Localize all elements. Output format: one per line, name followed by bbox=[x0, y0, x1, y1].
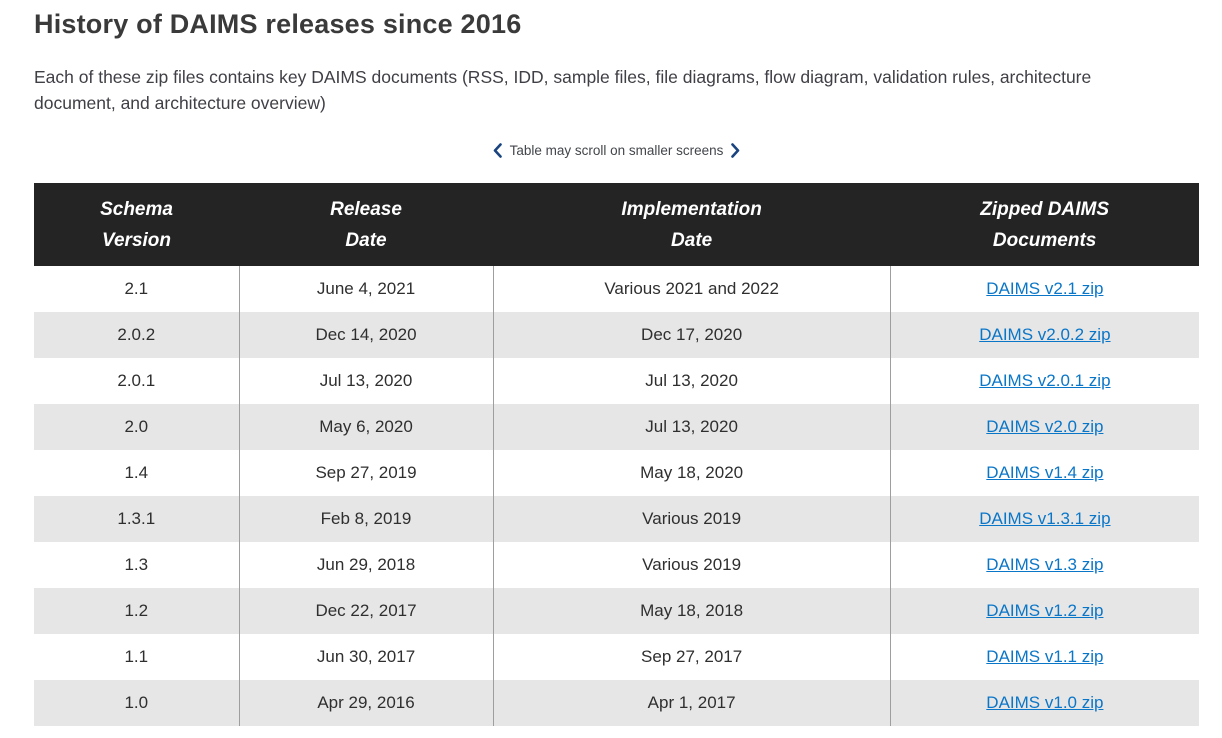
schema-version-cell: 2.0 bbox=[34, 404, 240, 450]
scroll-hint: Table may scroll on smaller screens bbox=[34, 143, 1199, 158]
zip-link[interactable]: DAIMS v2.0 zip bbox=[986, 417, 1104, 436]
release-date-cell: Jul 13, 2020 bbox=[238, 358, 493, 404]
release-date-cell: Dec 22, 2017 bbox=[238, 588, 493, 634]
table-row: 1.3.1 Feb 8, 2019 Various 2019 DAIMS v1.… bbox=[34, 496, 1199, 542]
zip-link[interactable]: DAIMS v2.0.2 zip bbox=[979, 325, 1111, 344]
releases-table: Schema Version Release Date Implementati… bbox=[34, 183, 1199, 726]
chevron-left-icon bbox=[493, 143, 502, 158]
table-row: 2.0.1 Jul 13, 2020 Jul 13, 2020 DAIMS v2… bbox=[34, 358, 1199, 404]
col-header-implementation-date: Implementation Date bbox=[493, 183, 891, 266]
table-row: 1.0 Apr 29, 2016 Apr 1, 2017 DAIMS v1.0 … bbox=[34, 680, 1199, 726]
implementation-date-cell: Various 2019 bbox=[492, 496, 891, 542]
zip-cell: DAIMS v2.1 zip bbox=[889, 266, 1199, 312]
zip-cell: DAIMS v1.3 zip bbox=[889, 542, 1199, 588]
table-row: 1.4 Sep 27, 2019 May 18, 2020 DAIMS v1.4… bbox=[34, 450, 1199, 496]
zip-cell: DAIMS v1.4 zip bbox=[889, 450, 1199, 496]
intro-text: Each of these zip files contains key DAI… bbox=[34, 67, 1092, 113]
zip-link[interactable]: DAIMS v1.4 zip bbox=[986, 463, 1104, 482]
schema-version-cell: 1.0 bbox=[34, 680, 240, 726]
implementation-date-cell: May 18, 2020 bbox=[492, 450, 891, 496]
schema-version-cell: 1.1 bbox=[34, 634, 240, 680]
release-date-cell: Sep 27, 2019 bbox=[238, 450, 493, 496]
zip-link[interactable]: DAIMS v1.3 zip bbox=[986, 555, 1104, 574]
table-row: 1.3 Jun 29, 2018 Various 2019 DAIMS v1.3… bbox=[34, 542, 1199, 588]
table-container: Table may scroll on smaller screens Sche… bbox=[34, 143, 1199, 726]
release-date-cell: May 6, 2020 bbox=[238, 404, 493, 450]
schema-version-cell: 2.1 bbox=[34, 266, 240, 312]
implementation-date-cell: Various 2019 bbox=[492, 542, 891, 588]
col-header-schema-version: Schema Version bbox=[34, 183, 240, 266]
page-title: History of DAIMS releases since 2016 bbox=[34, 9, 522, 39]
release-date-cell: Apr 29, 2016 bbox=[238, 680, 493, 726]
release-date-cell: Jun 30, 2017 bbox=[238, 634, 493, 680]
col-header-zipped-documents: Zipped DAIMS Documents bbox=[890, 183, 1199, 266]
zip-cell: DAIMS v1.1 zip bbox=[889, 634, 1199, 680]
release-date-cell: Jun 29, 2018 bbox=[238, 542, 493, 588]
zip-cell: DAIMS v1.2 zip bbox=[889, 588, 1199, 634]
release-date-cell: June 4, 2021 bbox=[238, 266, 493, 312]
implementation-date-cell: Dec 17, 2020 bbox=[492, 312, 891, 358]
zip-link[interactable]: DAIMS v2.0.1 zip bbox=[979, 371, 1111, 390]
chevron-right-icon bbox=[731, 143, 740, 158]
scroll-hint-text: Table may scroll on smaller screens bbox=[509, 143, 724, 158]
zip-cell: DAIMS v2.0.1 zip bbox=[889, 358, 1199, 404]
implementation-date-cell: Jul 13, 2020 bbox=[492, 358, 891, 404]
implementation-date-cell: Various 2021 and 2022 bbox=[492, 266, 891, 312]
schema-version-cell: 2.0.2 bbox=[34, 312, 240, 358]
table-row: 2.0 May 6, 2020 Jul 13, 2020 DAIMS v2.0 … bbox=[34, 404, 1199, 450]
schema-version-cell: 1.4 bbox=[34, 450, 240, 496]
implementation-date-cell: Sep 27, 2017 bbox=[492, 634, 891, 680]
table-header: Schema Version Release Date Implementati… bbox=[34, 183, 1199, 266]
zip-link[interactable]: DAIMS v1.1 zip bbox=[986, 647, 1104, 666]
implementation-date-cell: Jul 13, 2020 bbox=[492, 404, 891, 450]
table-row: 1.2 Dec 22, 2017 May 18, 2018 DAIMS v1.2… bbox=[34, 588, 1199, 634]
table-row: 2.0.2 Dec 14, 2020 Dec 17, 2020 DAIMS v2… bbox=[34, 312, 1199, 358]
schema-version-cell: 1.3 bbox=[34, 542, 240, 588]
implementation-date-cell: Apr 1, 2017 bbox=[492, 680, 891, 726]
col-header-release-date: Release Date bbox=[239, 183, 493, 266]
zip-cell: DAIMS v2.0 zip bbox=[889, 404, 1199, 450]
release-date-cell: Feb 8, 2019 bbox=[238, 496, 493, 542]
schema-version-cell: 1.2 bbox=[34, 588, 240, 634]
zip-link[interactable]: DAIMS v1.0 zip bbox=[986, 693, 1104, 712]
zip-cell: DAIMS v2.0.2 zip bbox=[889, 312, 1199, 358]
schema-version-cell: 1.3.1 bbox=[34, 496, 240, 542]
zip-cell: DAIMS v1.0 zip bbox=[889, 680, 1199, 726]
zip-link[interactable]: DAIMS v1.3.1 zip bbox=[979, 509, 1111, 528]
schema-version-cell: 2.0.1 bbox=[34, 358, 240, 404]
release-date-cell: Dec 14, 2020 bbox=[238, 312, 493, 358]
zip-cell: DAIMS v1.3.1 zip bbox=[889, 496, 1199, 542]
zip-link[interactable]: DAIMS v2.1 zip bbox=[986, 279, 1104, 298]
zip-link[interactable]: DAIMS v1.2 zip bbox=[986, 601, 1104, 620]
implementation-date-cell: May 18, 2018 bbox=[492, 588, 891, 634]
table-row: 2.1 June 4, 2021 Various 2021 and 2022 D… bbox=[34, 266, 1199, 312]
table-row: 1.1 Jun 30, 2017 Sep 27, 2017 DAIMS v1.1… bbox=[34, 634, 1199, 680]
